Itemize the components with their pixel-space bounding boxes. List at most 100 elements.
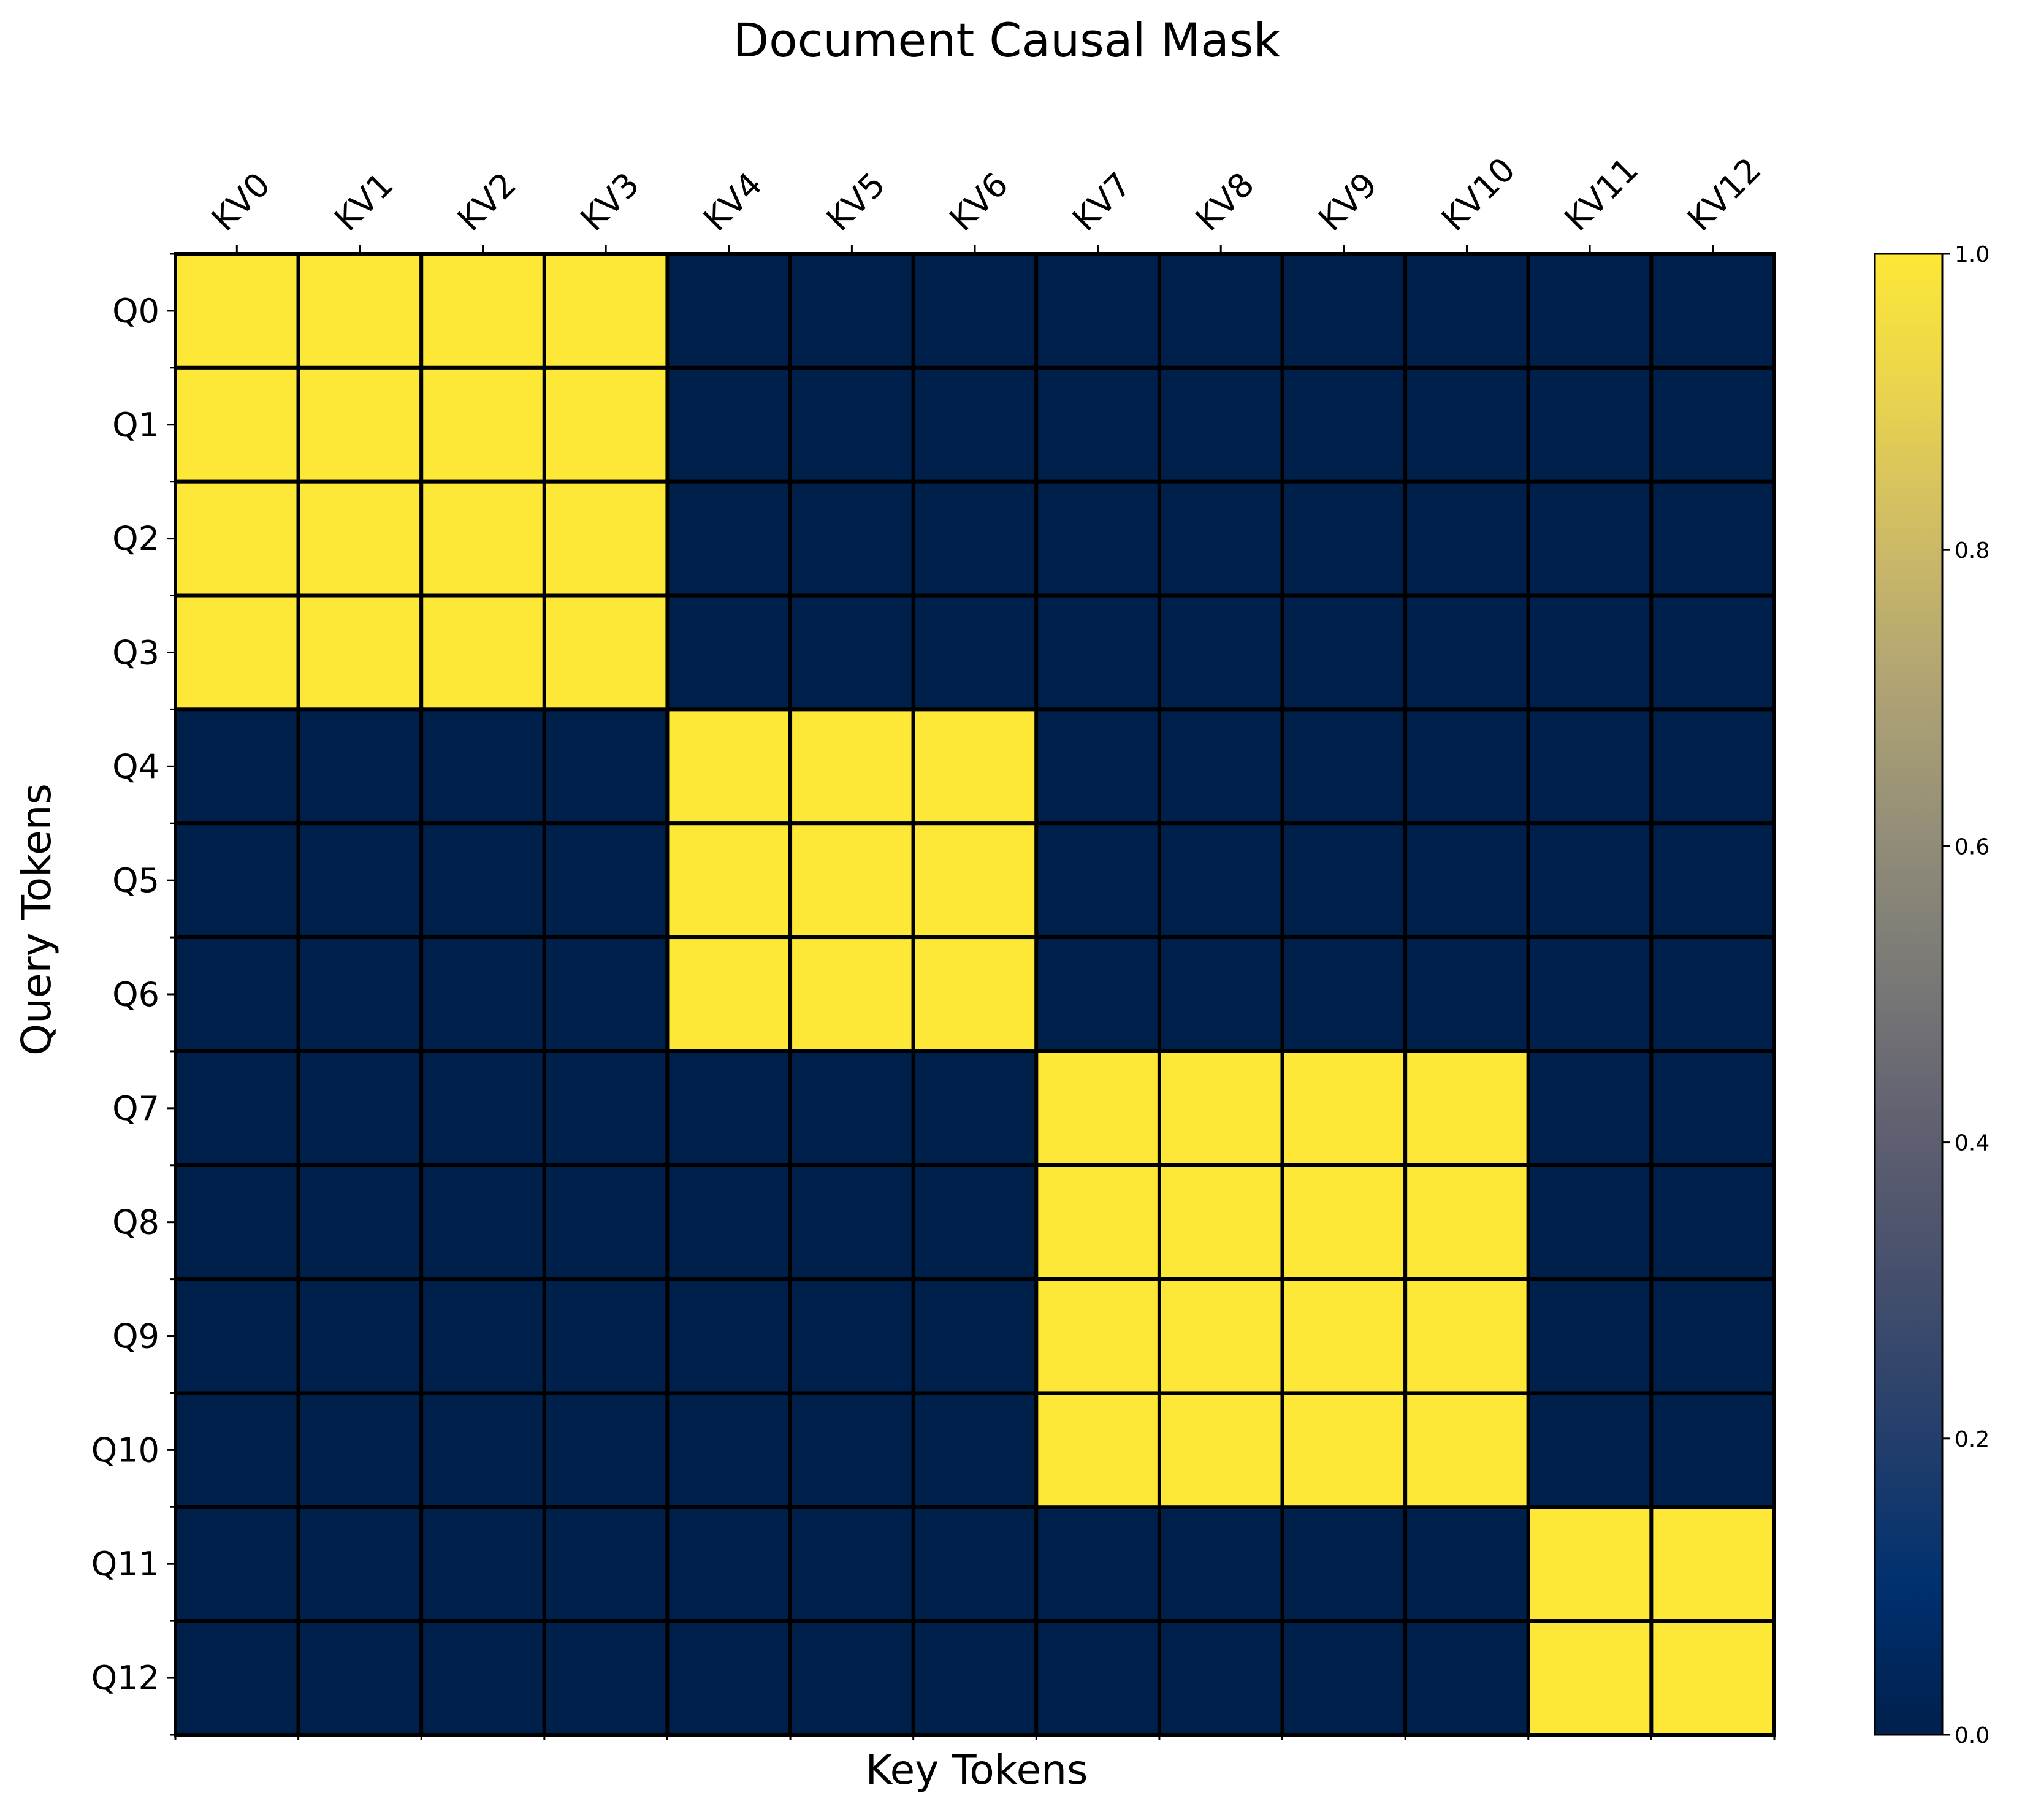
heatmap-cell bbox=[1403, 1049, 1530, 1167]
heatmap-cell bbox=[419, 1163, 546, 1281]
heatmap-cell bbox=[296, 365, 424, 484]
heatmap-cell bbox=[1526, 479, 1654, 598]
heatmap-cell bbox=[174, 935, 300, 1053]
heatmap-cell bbox=[1157, 1277, 1284, 1395]
x-tick-label: KV5 bbox=[819, 165, 893, 238]
heatmap-cell bbox=[1403, 593, 1530, 712]
heatmap-cell bbox=[1526, 707, 1654, 826]
heatmap-cell bbox=[296, 252, 424, 370]
heatmap-cell bbox=[419, 1277, 546, 1395]
heatmap-cell bbox=[1034, 707, 1161, 826]
heatmap-cell bbox=[1403, 707, 1530, 826]
heatmap-cell bbox=[1157, 252, 1284, 370]
heatmap-cell bbox=[1157, 1049, 1284, 1167]
heatmap-cell bbox=[788, 821, 915, 940]
heatmap-cell bbox=[1403, 365, 1530, 484]
x-tick-label: KV8 bbox=[1188, 165, 1262, 238]
heatmap-cell bbox=[1649, 1049, 1776, 1167]
heatmap-cell bbox=[1526, 935, 1654, 1053]
heatmap-cell bbox=[542, 1619, 670, 1737]
x-tick-label: KV7 bbox=[1065, 165, 1139, 238]
heatmap-cell bbox=[1649, 1505, 1776, 1623]
heatmap-cell bbox=[911, 252, 1039, 370]
colorbar-tick-label: 0.0 bbox=[1955, 1723, 1990, 1748]
heatmap-cell bbox=[174, 1277, 300, 1395]
heatmap-cell bbox=[788, 479, 915, 598]
heatmap-cell bbox=[665, 1049, 793, 1167]
heatmap-cell bbox=[788, 935, 915, 1053]
heatmap-cells bbox=[174, 252, 1776, 1737]
heatmap-cell bbox=[1280, 821, 1408, 940]
heatmap-cell bbox=[1034, 479, 1161, 598]
y-tick-label: Q11 bbox=[91, 1545, 159, 1583]
heatmap-cell bbox=[911, 821, 1039, 940]
heatmap-cell bbox=[665, 1391, 793, 1509]
heatmap-cell bbox=[542, 1505, 670, 1623]
heatmap-cell bbox=[1034, 1163, 1161, 1281]
x-tick-label: KV0 bbox=[204, 165, 278, 238]
heatmap-cell bbox=[911, 1619, 1039, 1737]
heatmap-cell bbox=[1403, 1163, 1530, 1281]
heatmap-cell bbox=[419, 593, 546, 712]
y-tick-label: Q5 bbox=[112, 861, 159, 900]
heatmap-cell bbox=[1526, 1619, 1654, 1737]
x-axis-label: Key Tokens bbox=[866, 1746, 1088, 1794]
heatmap-cell bbox=[1034, 1619, 1161, 1737]
heatmap-cell bbox=[542, 1049, 670, 1167]
y-tick-label: Q4 bbox=[112, 747, 159, 786]
heatmap-cell bbox=[788, 1505, 915, 1623]
heatmap-cell bbox=[1526, 821, 1654, 940]
heatmap-cell bbox=[174, 365, 300, 484]
heatmap-cell bbox=[1280, 1277, 1408, 1395]
heatmap-cell bbox=[1034, 1505, 1161, 1623]
heatmap-cell bbox=[1526, 1505, 1654, 1623]
heatmap-cell bbox=[1034, 365, 1161, 484]
heatmap-cell bbox=[1157, 593, 1284, 712]
heatmap-cell bbox=[788, 252, 915, 370]
heatmap-cell bbox=[665, 593, 793, 712]
heatmap-cell bbox=[296, 1619, 424, 1737]
y-tick-label: Q6 bbox=[112, 975, 159, 1014]
x-tick-label: KV10 bbox=[1434, 150, 1522, 238]
heatmap-cell bbox=[1157, 935, 1284, 1053]
heatmap-cell bbox=[296, 479, 424, 598]
heatmap-cell bbox=[1280, 707, 1408, 826]
x-tick-label: KV4 bbox=[696, 165, 769, 238]
heatmap-cell bbox=[419, 252, 546, 370]
heatmap-cell bbox=[1280, 935, 1408, 1053]
heatmap-cell bbox=[1157, 821, 1284, 940]
heatmap-cell bbox=[1157, 1163, 1284, 1281]
heatmap-cell bbox=[1526, 593, 1654, 712]
heatmap-cell bbox=[1157, 707, 1284, 826]
heatmap-cell bbox=[542, 365, 670, 484]
heatmap-cell bbox=[788, 1391, 915, 1509]
heatmap-cell bbox=[542, 1391, 670, 1509]
heatmap-cell bbox=[788, 593, 915, 712]
heatmap-cell bbox=[542, 707, 670, 826]
heatmap-cell bbox=[1157, 1505, 1284, 1623]
y-tick-label: Q0 bbox=[112, 292, 159, 330]
heatmap-cell bbox=[1649, 935, 1776, 1053]
heatmap-cell bbox=[419, 1049, 546, 1167]
heatmap-cell bbox=[1157, 1619, 1284, 1737]
heatmap-cell bbox=[911, 1277, 1039, 1395]
heatmap-cell bbox=[542, 821, 670, 940]
heatmap-cell bbox=[1280, 1619, 1408, 1737]
heatmap-cell bbox=[1157, 479, 1284, 598]
y-axis-ticks: Q0 Q1 Q2 Q3 Q4 Q5 Q6 Q7 Q8 Q9 Q10 Q11 Q12 bbox=[91, 253, 175, 1736]
heatmap-cell bbox=[665, 1277, 793, 1395]
heatmap-cell bbox=[1526, 252, 1654, 370]
heatmap-cell bbox=[665, 1619, 793, 1737]
heatmap-cell bbox=[1280, 1505, 1408, 1623]
heatmap-cell bbox=[665, 935, 793, 1053]
heatmap-cell bbox=[911, 365, 1039, 484]
heatmap-cell bbox=[296, 1049, 424, 1167]
heatmap-cell bbox=[1403, 479, 1530, 598]
colorbar-gradient bbox=[1874, 253, 1944, 1736]
y-tick-label: Q8 bbox=[112, 1203, 159, 1242]
y-tick-label: Q9 bbox=[112, 1317, 159, 1356]
heatmap-cell bbox=[296, 1277, 424, 1395]
colorbar-tick-label: 0.4 bbox=[1955, 1131, 1990, 1156]
heatmap-cell bbox=[788, 1049, 915, 1167]
